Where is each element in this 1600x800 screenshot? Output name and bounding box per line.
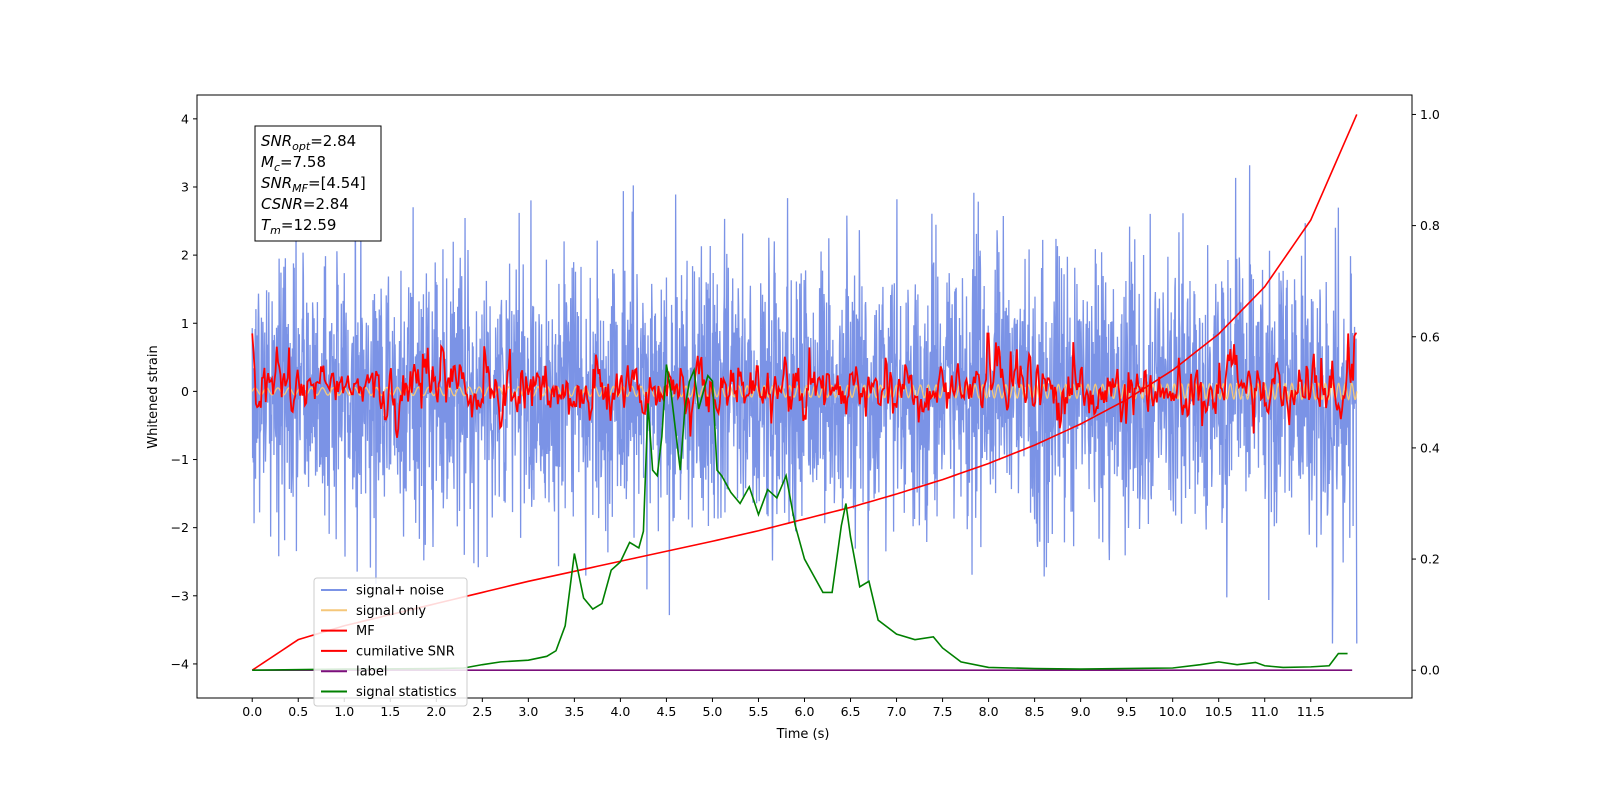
- y-tick-label: 3: [181, 179, 189, 194]
- y-tick-label: −3: [171, 588, 189, 603]
- legend-label-cumilative-snr: cumilative SNR: [356, 644, 455, 659]
- legend-label-signal-statistics: signal statistics: [356, 685, 457, 700]
- legend-label-signal-only: signal only: [356, 604, 426, 619]
- series-line-signal-statistics: [252, 364, 1348, 672]
- x-tick-label: 10.5: [1205, 704, 1233, 719]
- info-line: SNRMF=[4.54]: [261, 174, 366, 195]
- y-tick-label: 0: [181, 384, 189, 399]
- x-axis-label: Time (s): [776, 727, 830, 742]
- x-tick-label: 11.0: [1251, 704, 1279, 719]
- series-line-signal-noise: [251, 165, 1358, 644]
- x-tick-label: 4.5: [656, 704, 676, 719]
- y-tick-label: 1: [181, 316, 189, 331]
- legend-frame: [313, 577, 468, 707]
- info-line: CSNR=2.84: [261, 195, 349, 213]
- legend: signal+ noise signal only MF cumilative SNR…: [313, 577, 468, 707]
- x-tick-label: 10.0: [1159, 704, 1187, 719]
- x-axis: 0.0 0.5 1.0 1.5 2.0 2.5 3.0 3.5 4.0 4.5 5.0 5.5 6.0 6…: [242, 698, 1325, 719]
- x-tick-label: 5.5: [749, 704, 769, 719]
- x-tick-label: 8.5: [1025, 704, 1045, 719]
- x-tick-label: 0.0: [242, 704, 262, 719]
- y2-tick-label: 0.0: [1420, 663, 1440, 678]
- x-tick-label: 8.0: [979, 704, 999, 719]
- x-tick-label: 9.5: [1117, 704, 1137, 719]
- x-tick-label: 2.5: [472, 704, 492, 719]
- x-tick-label: 7.0: [887, 704, 907, 719]
- x-tick-label: 1.0: [334, 704, 354, 719]
- x-tick-label: 0.5: [288, 704, 308, 719]
- info-line: SNRopt=2.84: [261, 132, 356, 153]
- x-tick-label: 5.0: [703, 704, 723, 719]
- y-tick-label: −2: [171, 520, 189, 535]
- series-line-mf: [251, 332, 1357, 438]
- y-axis-left: −4 −3 −2 −1 0 1 2 3 4: [171, 111, 197, 671]
- x-tick-label: 2.0: [426, 704, 446, 719]
- y2-tick-label: 0.2: [1420, 552, 1440, 567]
- x-tick-label: 7.5: [933, 704, 953, 719]
- x-tick-label: 3.5: [564, 704, 584, 719]
- y2-tick-label: 0.8: [1420, 218, 1440, 233]
- info-line: Tm=12.59: [261, 216, 336, 237]
- info-line: Mc=7.58: [261, 153, 326, 174]
- y-axis-right: 0.0 0.2 0.4 0.6 0.8 1.0: [1412, 107, 1440, 678]
- x-tick-label: 9.0: [1071, 704, 1091, 719]
- x-tick-label: 4.0: [610, 704, 630, 719]
- legend-label-mf: MF: [356, 624, 375, 639]
- y2-tick-label: 1.0: [1420, 107, 1440, 122]
- y2-tick-label: 0.4: [1420, 440, 1440, 455]
- legend-label-label: label: [356, 665, 387, 680]
- y-axis-label: Whitened strain: [146, 345, 161, 448]
- y2-tick-label: 0.6: [1420, 329, 1440, 344]
- x-tick-label: 6.0: [795, 704, 815, 719]
- x-tick-label: 3.0: [518, 704, 538, 719]
- info-box-frame: [254, 125, 382, 242]
- y-tick-label: −4: [171, 656, 189, 671]
- y-tick-label: 4: [181, 111, 189, 126]
- x-tick-label: 1.5: [380, 704, 400, 719]
- y-tick-label: −1: [171, 452, 189, 467]
- legend-label-signal-noise: signal+ noise: [356, 584, 444, 599]
- x-tick-label: 11.5: [1297, 704, 1325, 719]
- y-tick-label: 2: [181, 248, 189, 263]
- x-tick-label: 6.5: [841, 704, 861, 719]
